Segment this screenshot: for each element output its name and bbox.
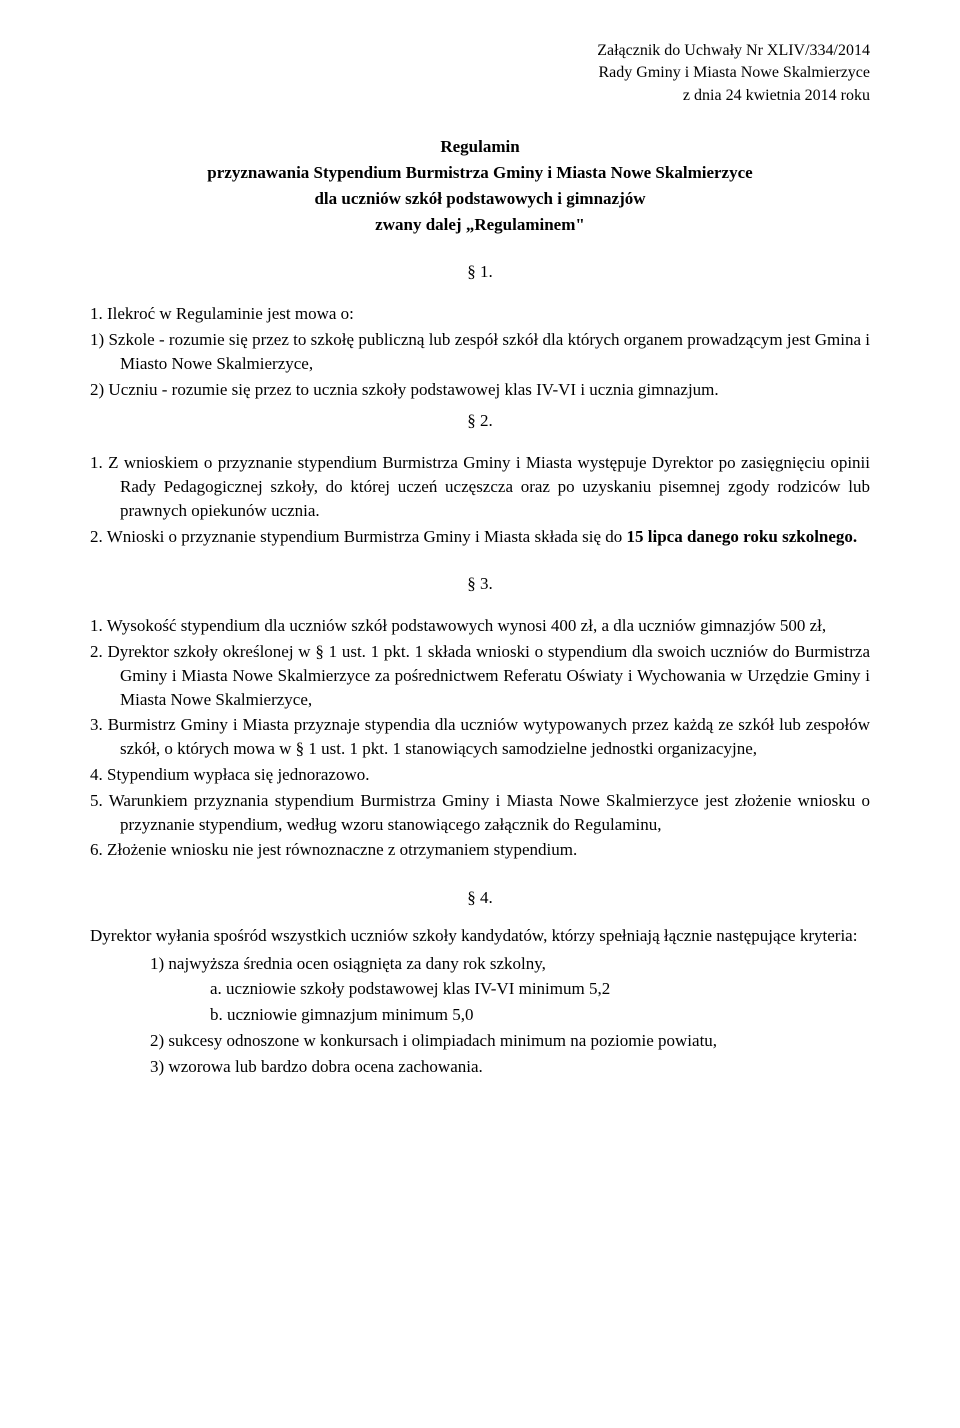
text: Złożenie wniosku nie jest równoznaczne z… — [107, 840, 577, 859]
s3-item1: 1. Wysokość stypendium dla uczniów szkół… — [90, 614, 870, 638]
s3-item4: 4. Stypendium wypłaca się jednorazowo. — [90, 763, 870, 787]
section-1-marker: § 1. — [90, 260, 870, 284]
section-2-body: 1. Z wnioskiem o przyznanie stypendium B… — [90, 451, 870, 548]
section-4-letters: a. uczniowie szkoły podstawowej klas IV-… — [90, 977, 870, 1027]
text: wzorowa lub bardzo dobra ocena zachowani… — [168, 1057, 482, 1076]
bold-text: 15 lipca danego roku szkolnego. — [627, 527, 858, 546]
s4-item2: 2) sukcesy odnoszone w konkursach i olim… — [150, 1029, 870, 1053]
s4-lead: Dyrektor wyłania spośród wszystkich uczn… — [90, 924, 870, 948]
num: 1) — [90, 330, 104, 349]
text: Szkole - rozumie się przez to szkołę pub… — [108, 330, 870, 373]
text: Stypendium wypłaca się jednorazowo. — [107, 765, 370, 784]
num: 1. — [90, 453, 103, 472]
text: Ilekroć w Regulaminie jest mowa o: — [107, 304, 354, 323]
s1-item2: 2) Uczniu - rozumie się przez to ucznia … — [90, 378, 870, 402]
document-title: Regulamin przyznawania Stypendium Burmis… — [90, 135, 870, 236]
num: 2) — [150, 1031, 164, 1050]
section-1-body: 1. Ilekroć w Regulaminie jest mowa o: 1)… — [90, 302, 870, 401]
text: Dyrektor szkoły określonej w § 1 ust. 1 … — [108, 642, 871, 709]
s3-item2: 2. Dyrektor szkoły określonej w § 1 ust.… — [90, 640, 870, 711]
s3-item6: 6. Złożenie wniosku nie jest równoznaczn… — [90, 838, 870, 862]
header-line2: Rady Gminy i Miasta Nowe Skalmierzyce — [90, 62, 870, 84]
s3-item5: 5. Warunkiem przyznania stypendium Burmi… — [90, 789, 870, 837]
header-line1: Załącznik do Uchwały Nr XLIV/334/2014 — [90, 40, 870, 62]
section-2-marker: § 2. — [90, 409, 870, 433]
s2-item1: 1. Z wnioskiem o przyznanie stypendium B… — [90, 451, 870, 522]
text: uczniowie szkoły podstawowej klas IV-VI … — [226, 979, 610, 998]
text: Z wnioskiem o przyznanie stypendium Burm… — [108, 453, 870, 520]
num: 2) — [90, 380, 104, 399]
text: najwyższa średnia ocen osiągnięta za dan… — [168, 954, 545, 973]
text: Burmistrz Gminy i Miasta przyznaje stype… — [108, 715, 870, 758]
num: 2. — [90, 527, 103, 546]
text: Wnioski o przyznanie stypendium Burmistr… — [107, 527, 627, 546]
num: 1. — [90, 304, 103, 323]
num: 6. — [90, 840, 103, 859]
title-line4: zwany dalej „Regulaminem" — [90, 213, 870, 237]
title-line3: dla uczniów szkół podstawowych i gimnazj… — [90, 187, 870, 211]
title-line1: Regulamin — [90, 135, 870, 159]
title-line2: przyznawania Stypendium Burmistrza Gminy… — [90, 161, 870, 185]
text: uczniowie gimnazjum minimum 5,0 — [227, 1005, 473, 1024]
num: 4. — [90, 765, 103, 784]
num: 5. — [90, 791, 103, 810]
section-4-list: 1) najwyższa średnia ocen osiągnięta za … — [90, 952, 870, 976]
text: Wysokość stypendium dla uczniów szkół po… — [107, 616, 826, 635]
s1-lead: 1. Ilekroć w Regulaminie jest mowa o: — [90, 302, 870, 326]
num: 1. — [90, 616, 103, 635]
s4-item1: 1) najwyższa średnia ocen osiągnięta za … — [150, 952, 870, 976]
num: b. — [210, 1005, 223, 1024]
text: Warunkiem przyznania stypendium Burmistr… — [109, 791, 870, 834]
section-3-body: 1. Wysokość stypendium dla uczniów szkół… — [90, 614, 870, 862]
text: sukcesy odnoszone w konkursach i olimpia… — [168, 1031, 717, 1050]
num: 2. — [90, 642, 103, 661]
section-3-marker: § 3. — [90, 572, 870, 596]
num: 3. — [90, 715, 103, 734]
num: a. — [210, 979, 222, 998]
text: Uczniu - rozumie się przez to ucznia szk… — [108, 380, 718, 399]
num: 1) — [150, 954, 164, 973]
s3-item3: 3. Burmistrz Gminy i Miasta przyznaje st… — [90, 713, 870, 761]
section-4-marker: § 4. — [90, 886, 870, 910]
header-line3: z dnia 24 kwietnia 2014 roku — [90, 85, 870, 107]
s2-item2: 2. Wnioski o przyznanie stypendium Burmi… — [90, 525, 870, 549]
s4-letter-a: a. uczniowie szkoły podstawowej klas IV-… — [210, 977, 870, 1001]
s1-item1: 1) Szkole - rozumie się przez to szkołę … — [90, 328, 870, 376]
s4-letter-b: b. uczniowie gimnazjum minimum 5,0 — [210, 1003, 870, 1027]
attachment-header: Załącznik do Uchwały Nr XLIV/334/2014 Ra… — [90, 40, 870, 107]
s4-item3: 3) wzorowa lub bardzo dobra ocena zachow… — [150, 1055, 870, 1079]
section-4-list-cont: 2) sukcesy odnoszone w konkursach i olim… — [90, 1029, 870, 1079]
num: 3) — [150, 1057, 164, 1076]
